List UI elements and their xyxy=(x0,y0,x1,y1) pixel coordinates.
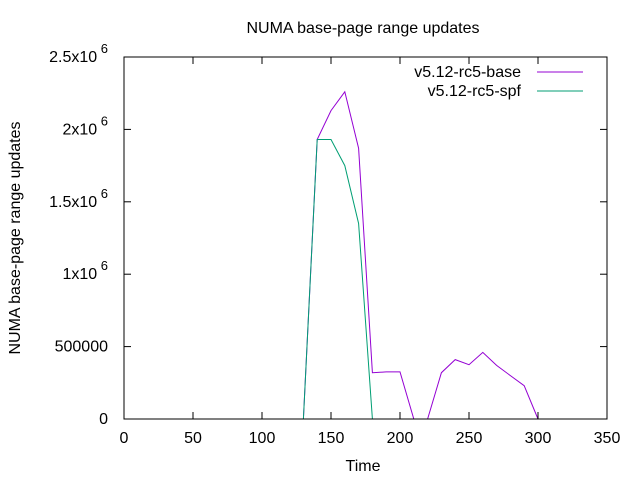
x-tick-label: 300 xyxy=(525,430,552,447)
plot-frame xyxy=(123,56,608,420)
x-tick-label: 350 xyxy=(594,430,621,447)
x-tick-label: 100 xyxy=(249,430,276,447)
y-tick-label: 1.5x10 6 xyxy=(49,186,108,211)
y-tick-label: 2x10 6 xyxy=(62,113,108,138)
legend-label: v5.12-rc5-base xyxy=(414,64,521,81)
series-line-v5.12-rc5-base xyxy=(302,90,539,420)
x-tick-label: 250 xyxy=(456,430,483,447)
y-tick-label: 2.5x10 6 xyxy=(49,41,108,66)
x-axis: 0 50 100 150 200 250 300 350 xyxy=(120,57,621,447)
x-axis-label: Time xyxy=(346,458,381,475)
series-line-v5.12-rc5-spf xyxy=(302,139,373,420)
y-tick-label: 1x10 6 xyxy=(62,258,108,283)
y-tick-label: 500000 xyxy=(55,339,108,356)
x-tick-label: 200 xyxy=(387,430,414,447)
plot-area xyxy=(302,90,539,420)
y-axis-label: NUMA base-page range updates xyxy=(7,121,24,354)
legend-label: v5.12-rc5-spf xyxy=(428,83,522,100)
y-tick-label: 0 xyxy=(99,411,108,428)
y-axis: 0 500000 1x10 6 1.5x10 6 2x10 6 2.5x10 6 xyxy=(49,41,607,428)
x-tick-label: 150 xyxy=(318,430,345,447)
x-tick-label: 50 xyxy=(184,430,202,447)
legend: v5.12-rc5-base v5.12-rc5-spf xyxy=(414,64,583,100)
chart-title: NUMA base-page range updates xyxy=(246,20,479,37)
x-tick-label: 0 xyxy=(120,430,129,447)
